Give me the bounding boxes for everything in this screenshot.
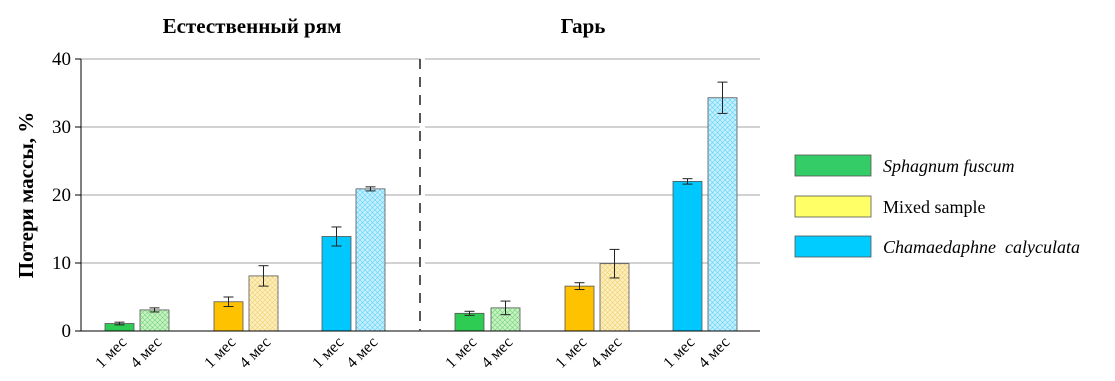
legend-swatch-mixed	[794, 195, 872, 218]
x-tick-label-0-2: 1 мес	[201, 334, 239, 372]
legend-label-sphagnum: Sphagnum fuscum	[883, 156, 1015, 176]
panel-title-natural: Естественный рям	[163, 14, 342, 38]
panel-title-burnt: Гарь	[561, 14, 606, 38]
legend: Sphagnum fuscum Mixed sample Chamaedaphn…	[794, 154, 1080, 258]
bar-1-5	[707, 97, 738, 332]
axes	[75, 58, 760, 332]
legend-swatch-chamaedaphne	[794, 235, 872, 258]
x-tick-label-1-5: 4 мес	[695, 334, 733, 372]
y-tick-label-20: 20	[52, 185, 71, 206]
bar-0-5	[355, 188, 386, 332]
x-tick-label-0-1: 4 мес	[127, 334, 165, 372]
bar-1-4	[672, 180, 703, 332]
gridlines	[81, 58, 760, 264]
x-tick-label-1-0: 1 мес	[442, 334, 480, 372]
x-tick-label-1-4: 1 мес	[660, 334, 698, 372]
x-tick-label-0-5: 4 мес	[343, 334, 381, 372]
x-tick-label-0-4: 1 мес	[309, 334, 347, 372]
x-tick-label-1-3: 4 мес	[587, 334, 625, 372]
legend-label-mixed: Mixed sample	[883, 197, 985, 217]
y-tick-label-30: 30	[52, 117, 71, 138]
y-tick-label-10: 10	[52, 253, 71, 274]
bar-0-4	[321, 236, 352, 332]
x-tick-label-1-1: 4 мес	[478, 334, 516, 372]
bar-1-2	[564, 285, 595, 332]
legend-label-chamaedaphne: Chamaedaphne calyculata	[883, 237, 1080, 257]
x-tick-label-0-3: 4 мес	[236, 334, 274, 372]
y-axis-label: Потери массы, %	[14, 112, 38, 278]
x-tick-label-1-2: 1 мес	[552, 334, 590, 372]
bar-1-0	[454, 312, 485, 332]
x-tick-label-0-0: 1 мес	[92, 334, 130, 372]
legend-swatch-sphagnum	[794, 154, 872, 177]
y-tick-label-0: 0	[62, 321, 72, 342]
y-tick-label-40: 40	[52, 49, 71, 70]
bar-0-1	[139, 309, 170, 332]
